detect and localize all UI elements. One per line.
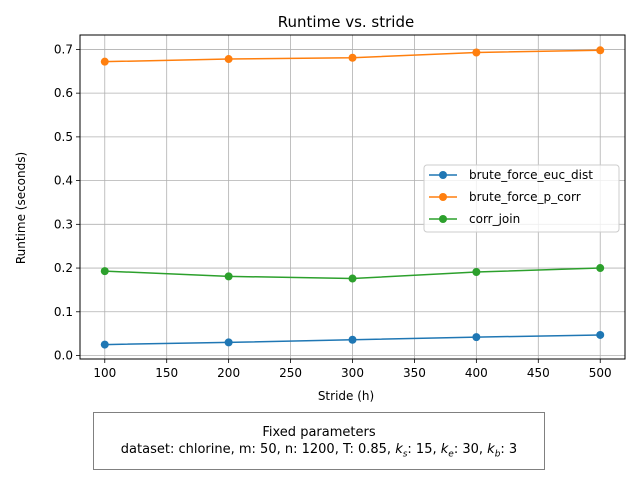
x-tick-label: 400	[465, 366, 488, 380]
data-point-brute_force_p_corr	[100, 57, 109, 66]
data-point-corr_join	[472, 267, 481, 276]
x-tick-label: 300	[341, 366, 364, 380]
series-layer	[100, 46, 605, 349]
legend-frame	[423, 164, 620, 233]
param-ks-value: : 15,	[407, 442, 441, 457]
data-point-brute_force_euc_dist	[348, 335, 357, 344]
legend-swatch-marker	[439, 215, 447, 223]
fixed-parameters-box: Fixed parameters dataset: chlorine, m: 5…	[93, 412, 545, 470]
data-point-corr_join	[100, 267, 109, 276]
y-tick-label: 0.0	[54, 349, 73, 363]
data-point-brute_force_p_corr	[596, 46, 605, 55]
x-axis-label: Stride (h)	[318, 389, 374, 403]
fixed-parameters-line: dataset: chlorine, m: 50, n: 1200, T: 0.…	[94, 441, 544, 464]
chart-title: Runtime vs. stride	[278, 13, 414, 31]
param-ks-subscript: s	[402, 449, 408, 460]
x-tick-label: 250	[279, 366, 302, 380]
param-kb-subscript: b	[494, 449, 501, 460]
data-point-corr_join	[596, 264, 605, 273]
y-tick-label: 0.7	[54, 42, 73, 56]
x-tick-label: 350	[403, 366, 426, 380]
x-tick-label: 150	[155, 366, 178, 380]
param-ke-label: k	[440, 442, 449, 457]
x-tick-label: 500	[589, 366, 612, 380]
param-ke-value: : 30,	[453, 442, 488, 457]
x-tick-label: 100	[93, 366, 116, 380]
y-tick-label: 0.3	[54, 217, 73, 231]
legend-label-corr_join: corr_join	[469, 212, 520, 226]
y-tick-label: 0.5	[54, 130, 73, 144]
legend-label-brute_force_p_corr: brute_force_p_corr	[469, 190, 581, 204]
y-tick-label: 0.6	[54, 86, 73, 100]
legend-label-brute_force_euc_dist: brute_force_euc_dist	[469, 168, 593, 182]
data-point-corr_join	[224, 272, 233, 281]
data-point-brute_force_p_corr	[472, 48, 481, 57]
y-tick-label: 0.4	[54, 174, 73, 188]
y-tick-label: 0.2	[54, 261, 73, 275]
data-point-brute_force_euc_dist	[596, 330, 605, 339]
param-ks-label: k	[395, 442, 403, 457]
param-kb-label: k	[487, 442, 495, 457]
x-tick-label: 450	[527, 366, 550, 380]
data-point-corr_join	[348, 274, 357, 283]
legend: brute_force_euc_dist brute_force_p_corrco…	[423, 164, 620, 233]
data-point-brute_force_euc_dist	[472, 333, 481, 342]
param-ke-subscript: e	[448, 449, 454, 460]
y-axis-label: Runtime (seconds)	[14, 152, 28, 264]
data-point-brute_force_p_corr	[348, 53, 357, 62]
data-point-brute_force_euc_dist	[100, 340, 109, 349]
x-tick-label: 200	[217, 366, 240, 380]
y-tick-label: 0.1	[54, 305, 73, 319]
fixed-parameters-heading: Fixed parameters	[262, 425, 376, 440]
param-kb-value: : 3	[500, 442, 518, 457]
axis-ticks: 100 150 200 250 300 350 400 450 500 0.0 0.1 0.2 0.3 0…	[54, 42, 612, 380]
legend-swatch-marker	[439, 193, 447, 201]
legend-swatch-marker	[439, 171, 447, 179]
data-point-brute_force_euc_dist	[224, 338, 233, 347]
data-point-brute_force_p_corr	[224, 55, 233, 64]
params-prefix: dataset: chlorine, m: 50, n: 1200, T: 0.…	[120, 442, 396, 457]
